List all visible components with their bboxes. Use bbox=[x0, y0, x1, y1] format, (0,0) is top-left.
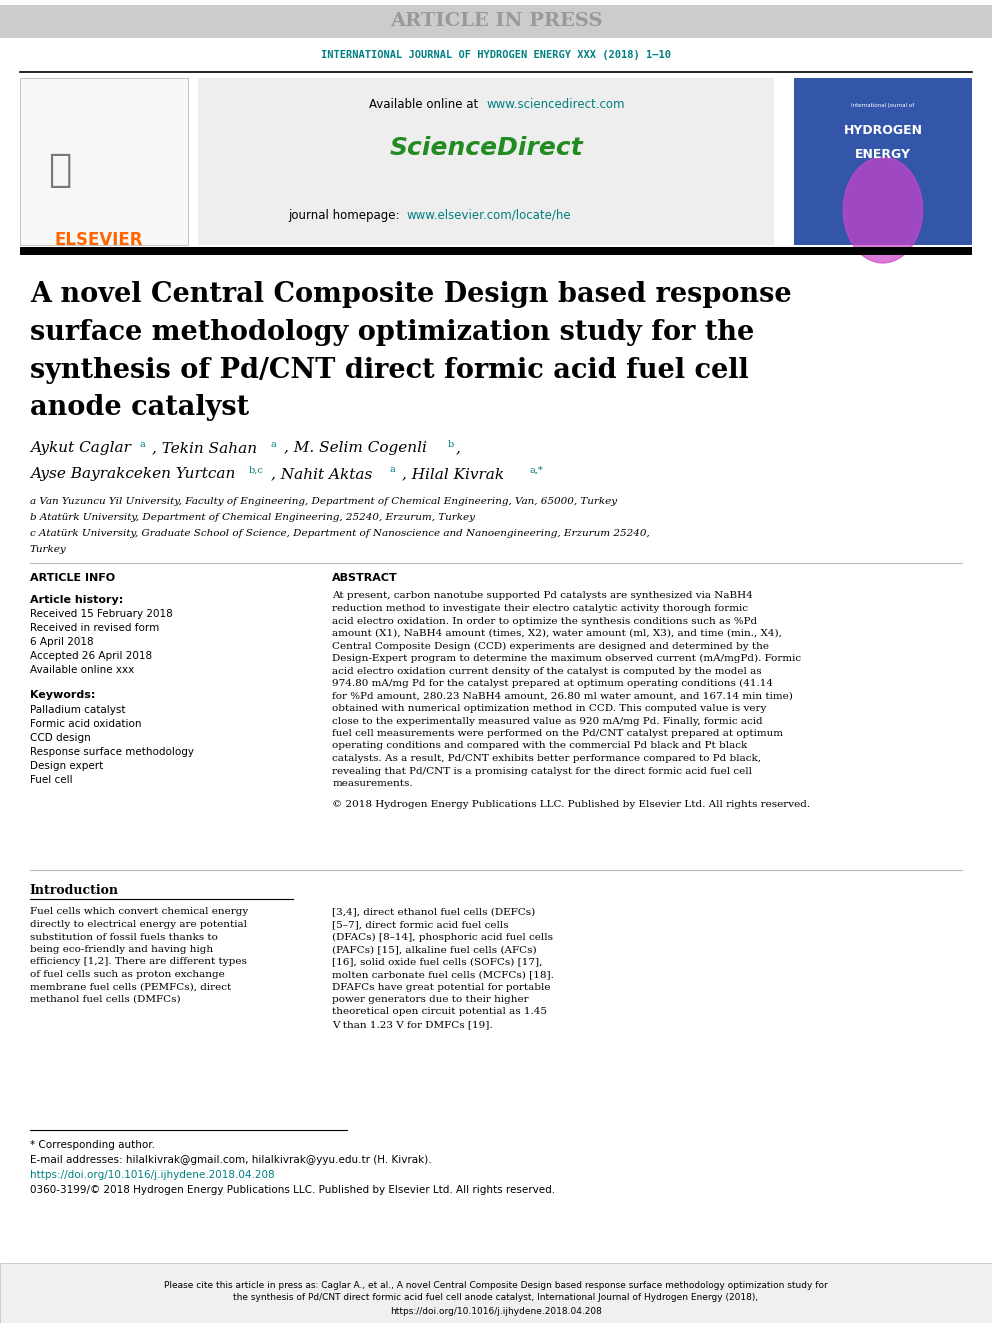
Bar bbox=[0, 5, 992, 38]
Text: HYDROGEN: HYDROGEN bbox=[843, 123, 923, 136]
Text: International Journal of: International Journal of bbox=[851, 102, 915, 107]
Text: , Nahit Aktas: , Nahit Aktas bbox=[271, 467, 372, 482]
Text: journal homepage:: journal homepage: bbox=[288, 209, 407, 221]
Text: www.sciencedirect.com: www.sciencedirect.com bbox=[486, 98, 625, 111]
Text: CCD design: CCD design bbox=[30, 733, 90, 744]
Bar bbox=[794, 78, 972, 245]
Text: [16], solid oxide fuel cells (SOFCs) [17],: [16], solid oxide fuel cells (SOFCs) [17… bbox=[332, 958, 543, 967]
Text: E-mail addresses: hilalkivrak@gmail.com, hilalkivrak@yyu.edu.tr (H. Kivrak).: E-mail addresses: hilalkivrak@gmail.com,… bbox=[30, 1155, 432, 1166]
Text: www.elsevier.com/locate/he: www.elsevier.com/locate/he bbox=[407, 209, 571, 221]
Text: Received 15 February 2018: Received 15 February 2018 bbox=[30, 609, 173, 619]
Text: revealing that Pd/CNT is a promising catalyst for the direct formic acid fuel ce: revealing that Pd/CNT is a promising cat… bbox=[332, 766, 752, 775]
Bar bbox=[20, 78, 188, 245]
Text: a,*: a,* bbox=[530, 466, 544, 475]
Text: Article history:: Article history: bbox=[30, 595, 123, 605]
Text: Accepted 26 April 2018: Accepted 26 April 2018 bbox=[30, 651, 152, 662]
Text: ELSEVIER: ELSEVIER bbox=[55, 232, 144, 249]
Text: ,: , bbox=[456, 441, 461, 455]
Text: (DFACs) [8–14], phosphoric acid fuel cells: (DFACs) [8–14], phosphoric acid fuel cel… bbox=[332, 933, 554, 942]
Text: 0360-3199/© 2018 Hydrogen Energy Publications LLC. Published by Elsevier Ltd. Al: 0360-3199/© 2018 Hydrogen Energy Publica… bbox=[30, 1185, 555, 1195]
Text: being eco-friendly and having high: being eco-friendly and having high bbox=[30, 945, 213, 954]
Text: ARTICLE INFO: ARTICLE INFO bbox=[30, 573, 115, 583]
Text: Design-Expert program to determine the maximum observed current (mA/mgPd). Formi: Design-Expert program to determine the m… bbox=[332, 654, 802, 663]
Text: acid electro oxidation current density of the catalyst is computed by the model : acid electro oxidation current density o… bbox=[332, 667, 762, 676]
Text: Palladium catalyst: Palladium catalyst bbox=[30, 705, 125, 714]
Bar bbox=[0, 1263, 992, 1323]
Text: catalysts. As a result, Pd/CNT exhibits better performance compared to Pd black,: catalysts. As a result, Pd/CNT exhibits … bbox=[332, 754, 761, 763]
Text: for %Pd amount, 280.23 NaBH4 amount, 26.80 ml water amount, and 167.14 min time): for %Pd amount, 280.23 NaBH4 amount, 26.… bbox=[332, 692, 794, 700]
Text: Formic acid oxidation: Formic acid oxidation bbox=[30, 718, 141, 729]
Text: c Atatürk University, Graduate School of Science, Department of Nanoscience and : c Atatürk University, Graduate School of… bbox=[30, 529, 650, 538]
Text: , Tekin Sahan: , Tekin Sahan bbox=[152, 441, 257, 455]
Text: Design expert: Design expert bbox=[30, 761, 103, 771]
Text: 🌳: 🌳 bbox=[48, 151, 71, 189]
Bar bbox=[198, 78, 774, 245]
Text: INTERNATIONAL JOURNAL OF HYDROGEN ENERGY XXX (2018) 1–10: INTERNATIONAL JOURNAL OF HYDROGEN ENERGY… bbox=[321, 50, 671, 60]
Text: substitution of fossil fuels thanks to: substitution of fossil fuels thanks to bbox=[30, 933, 217, 942]
Text: Aykut Caglar: Aykut Caglar bbox=[30, 441, 131, 455]
Text: ENERGY: ENERGY bbox=[855, 148, 911, 161]
Text: anode catalyst: anode catalyst bbox=[30, 393, 249, 421]
Text: close to the experimentally measured value as 920 mA/mg Pd. Finally, formic acid: close to the experimentally measured val… bbox=[332, 717, 763, 725]
Text: power generators due to their higher: power generators due to their higher bbox=[332, 995, 529, 1004]
Text: Available online at: Available online at bbox=[369, 98, 486, 111]
Circle shape bbox=[843, 157, 923, 263]
Text: 6 April 2018: 6 April 2018 bbox=[30, 636, 93, 647]
Text: , Hilal Kivrak: , Hilal Kivrak bbox=[402, 467, 504, 482]
Text: operating conditions and compared with the commercial Pd black and Pt black: operating conditions and compared with t… bbox=[332, 741, 748, 750]
Text: measurements.: measurements. bbox=[332, 779, 413, 789]
Text: https://doi.org/10.1016/j.ijhydene.2018.04.208: https://doi.org/10.1016/j.ijhydene.2018.… bbox=[390, 1307, 602, 1315]
Text: Please cite this article in press as: Caglar A., et al., A novel Central Composi: Please cite this article in press as: Ca… bbox=[164, 1281, 828, 1290]
Text: Response surface methodology: Response surface methodology bbox=[30, 747, 193, 757]
Text: b,c: b,c bbox=[249, 466, 264, 475]
Text: ABSTRACT: ABSTRACT bbox=[332, 573, 398, 583]
Bar bbox=[20, 247, 972, 255]
Text: b: b bbox=[448, 439, 454, 448]
Text: https://doi.org/10.1016/j.ijhydene.2018.04.208: https://doi.org/10.1016/j.ijhydene.2018.… bbox=[30, 1170, 275, 1180]
Text: synthesis of Pd/CNT direct formic acid fuel cell: synthesis of Pd/CNT direct formic acid f… bbox=[30, 356, 749, 384]
Text: At present, carbon nanotube supported Pd catalysts are synthesized via NaBH4: At present, carbon nanotube supported Pd… bbox=[332, 591, 753, 601]
Text: reduction method to investigate their electro catalytic activity thorough formic: reduction method to investigate their el… bbox=[332, 605, 748, 613]
Text: * Corresponding author.: * Corresponding author. bbox=[30, 1140, 155, 1150]
Text: © 2018 Hydrogen Energy Publications LLC. Published by Elsevier Ltd. All rights r: © 2018 Hydrogen Energy Publications LLC.… bbox=[332, 799, 810, 808]
Text: a: a bbox=[139, 439, 145, 448]
Text: ARTICLE IN PRESS: ARTICLE IN PRESS bbox=[390, 12, 602, 30]
Text: efficiency [1,2]. There are different types: efficiency [1,2]. There are different ty… bbox=[30, 958, 247, 967]
Text: methanol fuel cells (DMFCs): methanol fuel cells (DMFCs) bbox=[30, 995, 181, 1004]
Text: of fuel cells such as proton exchange: of fuel cells such as proton exchange bbox=[30, 970, 224, 979]
Text: DFAFCs have great potential for portable: DFAFCs have great potential for portable bbox=[332, 983, 551, 991]
Text: a: a bbox=[271, 439, 277, 448]
Text: surface methodology optimization study for the: surface methodology optimization study f… bbox=[30, 319, 754, 345]
Text: a Van Yuzuncu Yil University, Faculty of Engineering, Department of Chemical Eng: a Van Yuzuncu Yil University, Faculty of… bbox=[30, 497, 617, 507]
Text: theoretical open circuit potential as 1.45: theoretical open circuit potential as 1.… bbox=[332, 1008, 548, 1016]
Text: 974.80 mA/mg Pd for the catalyst prepared at optimum operating conditions (41.14: 974.80 mA/mg Pd for the catalyst prepare… bbox=[332, 679, 774, 688]
Text: (PAFCs) [15], alkaline fuel cells (AFCs): (PAFCs) [15], alkaline fuel cells (AFCs) bbox=[332, 945, 537, 954]
Text: Fuel cell: Fuel cell bbox=[30, 775, 72, 785]
Text: membrane fuel cells (PEMFCs), direct: membrane fuel cells (PEMFCs), direct bbox=[30, 983, 231, 991]
Text: Fuel cells which convert chemical energy: Fuel cells which convert chemical energy bbox=[30, 908, 248, 917]
Text: obtained with numerical optimization method in CCD. This computed value is very: obtained with numerical optimization met… bbox=[332, 704, 767, 713]
Text: [5–7], direct formic acid fuel cells: [5–7], direct formic acid fuel cells bbox=[332, 919, 509, 929]
Text: directly to electrical energy are potential: directly to electrical energy are potent… bbox=[30, 919, 247, 929]
Text: Keywords:: Keywords: bbox=[30, 691, 95, 700]
Text: [3,4], direct ethanol fuel cells (DEFCs): [3,4], direct ethanol fuel cells (DEFCs) bbox=[332, 908, 536, 917]
Text: Introduction: Introduction bbox=[30, 884, 119, 897]
Text: b Atatürk University, Department of Chemical Engineering, 25240, Erzurum, Turkey: b Atatürk University, Department of Chem… bbox=[30, 513, 475, 523]
Text: a: a bbox=[389, 466, 395, 475]
Text: Central Composite Design (CCD) experiments are designed and determined by the: Central Composite Design (CCD) experimen… bbox=[332, 642, 770, 651]
Text: Ayse Bayrakceken Yurtcan: Ayse Bayrakceken Yurtcan bbox=[30, 467, 235, 482]
Text: molten carbonate fuel cells (MCFCs) [18].: molten carbonate fuel cells (MCFCs) [18]… bbox=[332, 970, 555, 979]
Text: Available online xxx: Available online xxx bbox=[30, 665, 134, 675]
Text: amount (X1), NaBH4 amount (times, X2), water amount (ml, X3), and time (min., X4: amount (X1), NaBH4 amount (times, X2), w… bbox=[332, 628, 783, 638]
Text: , M. Selim Cogenli: , M. Selim Cogenli bbox=[284, 441, 427, 455]
Text: the synthesis of Pd/CNT direct formic acid fuel cell anode catalyst, Internation: the synthesis of Pd/CNT direct formic ac… bbox=[233, 1294, 759, 1303]
Text: Turkey: Turkey bbox=[30, 545, 66, 554]
Text: A novel Central Composite Design based response: A novel Central Composite Design based r… bbox=[30, 282, 792, 308]
Text: ScienceDirect: ScienceDirect bbox=[389, 136, 583, 160]
Text: fuel cell measurements were performed on the Pd/CNT catalyst prepared at optimum: fuel cell measurements were performed on… bbox=[332, 729, 784, 738]
Text: V than 1.23 V for DMFCs [19].: V than 1.23 V for DMFCs [19]. bbox=[332, 1020, 493, 1029]
Text: Received in revised form: Received in revised form bbox=[30, 623, 159, 632]
Text: acid electro oxidation. In order to optimize the synthesis conditions such as %P: acid electro oxidation. In order to opti… bbox=[332, 617, 758, 626]
